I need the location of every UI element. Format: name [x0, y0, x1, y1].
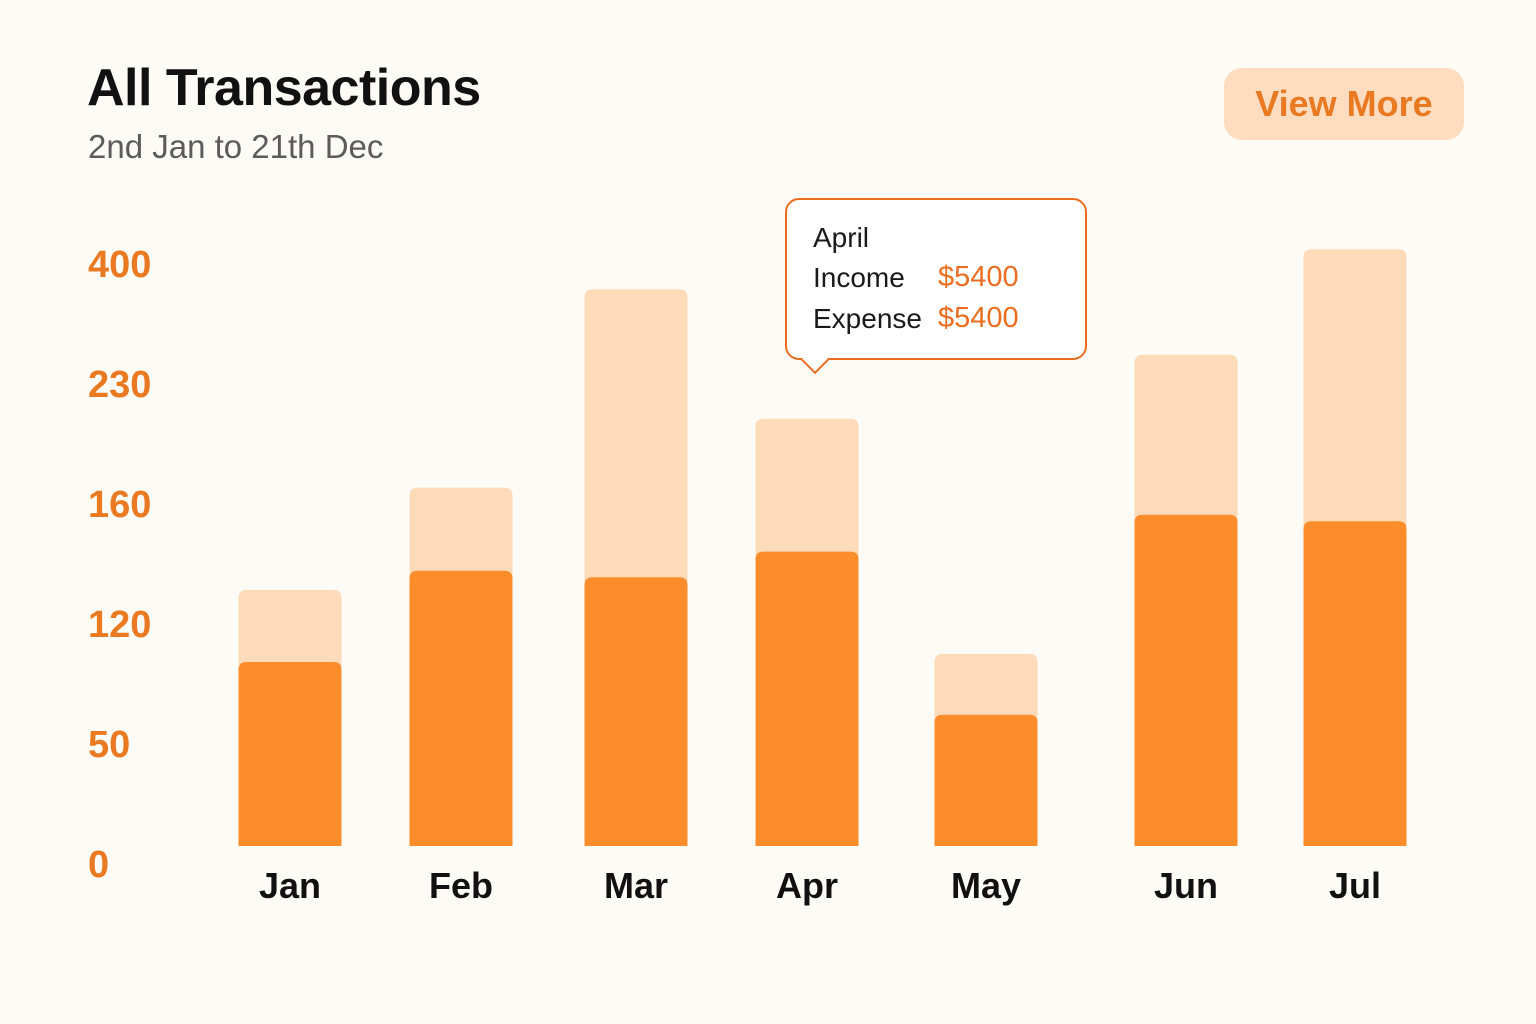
april-tooltip: April Income $5400 Expense $5400 [785, 198, 1087, 375]
bar-income-apr[interactable] [755, 551, 859, 846]
bar-income-jun[interactable] [1134, 514, 1238, 846]
chart-title: All Transactions [87, 59, 481, 117]
view-more-button[interactable]: View More [1224, 68, 1464, 140]
bar-income-mar[interactable] [584, 577, 688, 846]
x-tick-label-jun: Jun [1154, 865, 1218, 906]
x-tick-label-may: May [951, 865, 1021, 906]
tooltip-income-value: $5400 [938, 261, 1019, 293]
x-tick-label-jan: Jan [259, 865, 321, 906]
y-tick-label: 230 [88, 364, 151, 406]
y-tick-label: 160 [88, 484, 151, 526]
x-tick-label-jul: Jul [1329, 865, 1381, 906]
y-tick-label: 0 [88, 844, 109, 886]
bar-income-jul[interactable] [1303, 521, 1407, 846]
y-tick-label: 400 [88, 244, 151, 286]
tooltip-expense-value: $5400 [938, 302, 1019, 334]
tooltip-month: April [813, 222, 870, 253]
date-range-subtitle: 2nd Jan to 21th Dec [88, 128, 384, 165]
x-tick-label-apr: Apr [776, 865, 838, 906]
bar-income-may[interactable] [934, 714, 1038, 846]
bar-income-feb[interactable] [409, 570, 513, 846]
bar-income-jan[interactable] [238, 662, 342, 846]
x-tick-label-mar: Mar [604, 865, 668, 906]
y-tick-label: 50 [88, 724, 130, 766]
tooltip-income-label: Income [813, 262, 905, 293]
tooltip-expense-label: Expense [813, 303, 922, 334]
x-tick-label-feb: Feb [429, 865, 493, 906]
y-tick-label: 120 [88, 604, 151, 646]
